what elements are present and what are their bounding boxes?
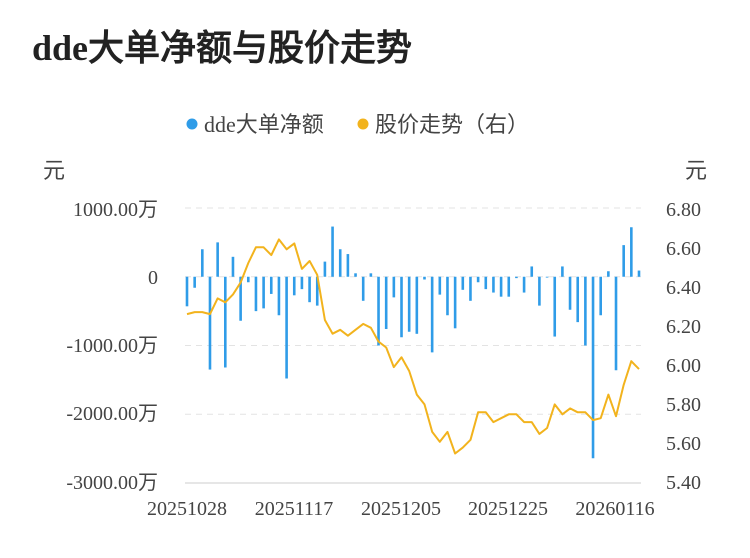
right-tick-label: 6.80 [666, 199, 701, 221]
dde-bar [453, 276, 457, 329]
dde-bar [599, 276, 602, 316]
right-tick-label: 6.40 [666, 277, 701, 299]
dde-bars [185, 226, 641, 459]
dde-bar [469, 276, 472, 301]
dde-bar [568, 276, 572, 310]
dde-bar [407, 276, 411, 332]
dde-bar [185, 276, 189, 307]
price-line-group [186, 238, 640, 455]
dde-bar [614, 276, 618, 371]
gridlines [185, 207, 641, 484]
x-axis-ticks: 20251028 20251117 20251205 20251225 2026… [147, 498, 655, 520]
legend-item-dde[interactable]: dde大单净额 [186, 112, 324, 137]
dde-bar [545, 276, 549, 278]
dde-bar [315, 276, 319, 306]
dde-bar [415, 276, 419, 334]
x-tick-label: 20251205 [361, 498, 441, 520]
dde-bar [292, 276, 296, 296]
dde-bar [576, 276, 580, 323]
price-line [186, 238, 640, 455]
dde-bar [338, 249, 342, 277]
legend-item-price[interactable]: 股价走势（右） [357, 112, 530, 137]
left-tick-label: -3000.00万 [66, 472, 158, 494]
dde-bar [461, 276, 465, 290]
legend-label-dde: dde大单净额 [204, 112, 324, 137]
dde-bar [346, 254, 350, 277]
dde-bar [369, 273, 373, 277]
dde-bar [239, 276, 242, 321]
right-axis-ticks: 6.80 6.60 6.40 6.20 6.00 5.80 5.60 5.40 [666, 199, 701, 494]
dde-bar [361, 276, 365, 301]
right-tick-label: 5.80 [666, 394, 701, 416]
dde-bar [607, 271, 610, 277]
dde-bar [553, 276, 557, 337]
dde-bar [630, 227, 633, 277]
dde-bar [492, 276, 495, 293]
dde-bar [354, 273, 357, 277]
x-tick-label: 20251225 [468, 498, 548, 520]
dde-bar [423, 276, 426, 280]
dde-bar [377, 276, 380, 346]
dde-bar [269, 276, 273, 294]
dde-bar [499, 276, 503, 297]
dde-bar [438, 276, 442, 295]
dde-bar [224, 276, 227, 368]
left-tick-label: -2000.00万 [66, 403, 158, 425]
right-tick-label: 5.40 [666, 472, 701, 494]
dde-bar [300, 276, 304, 290]
dde-bar [476, 276, 480, 283]
dde-bar [484, 276, 488, 290]
right-tick-label: 6.00 [666, 355, 701, 377]
dde-bar [515, 276, 518, 279]
dde-bar [262, 276, 265, 309]
chart-title: dde大单净额与股价走势 [32, 28, 413, 68]
dde-bar [285, 276, 288, 379]
dde-bar [308, 276, 311, 303]
dde-bar [530, 266, 534, 277]
dde-bar [277, 276, 281, 316]
x-tick-label: 20251117 [255, 498, 334, 520]
dde-bar [246, 276, 250, 283]
right-axis-unit: 元 [685, 158, 707, 183]
dde-bar [392, 276, 396, 298]
left-axis-ticks: 1000.00万 0 -1000.00万 -2000.00万 -3000.00万 [66, 199, 158, 494]
legend-label-price: 股价走势（右） [375, 112, 529, 137]
dde-bar [561, 266, 564, 277]
right-tick-label: 6.60 [666, 238, 701, 260]
right-tick-label: 6.20 [666, 316, 701, 338]
right-tick-label: 5.60 [666, 433, 701, 455]
dde-bar [254, 276, 258, 312]
left-tick-label: 0 [148, 267, 158, 289]
x-tick-label: 20260116 [575, 498, 654, 520]
dde-bar [384, 276, 388, 329]
dde-bar [216, 242, 219, 277]
legend[interactable]: dde大单净额 股价走势（右） [186, 112, 530, 137]
dde-bar [637, 270, 641, 277]
dde-bar [507, 276, 511, 297]
dde-bar [522, 276, 526, 293]
dde-bar [231, 256, 235, 277]
dde-bar [400, 276, 403, 338]
dde-bar [430, 276, 434, 353]
dde-bar [591, 276, 595, 459]
legend-marker-price [357, 118, 369, 130]
left-tick-label: -1000.00万 [66, 335, 158, 357]
legend-marker-dde [186, 118, 198, 130]
dde-bar [584, 276, 587, 346]
left-tick-label: 1000.00万 [73, 199, 158, 221]
x-tick-label: 20251028 [147, 498, 227, 520]
dde-bar [538, 276, 541, 306]
dde-bar [201, 249, 204, 277]
dde-bar [193, 276, 196, 288]
dde-bar [446, 276, 449, 316]
dde-bar [323, 261, 327, 277]
dde-bar [331, 226, 334, 277]
left-axis-unit: 元 [43, 158, 65, 183]
dde-bar [208, 276, 212, 370]
dde-bar [622, 245, 625, 277]
